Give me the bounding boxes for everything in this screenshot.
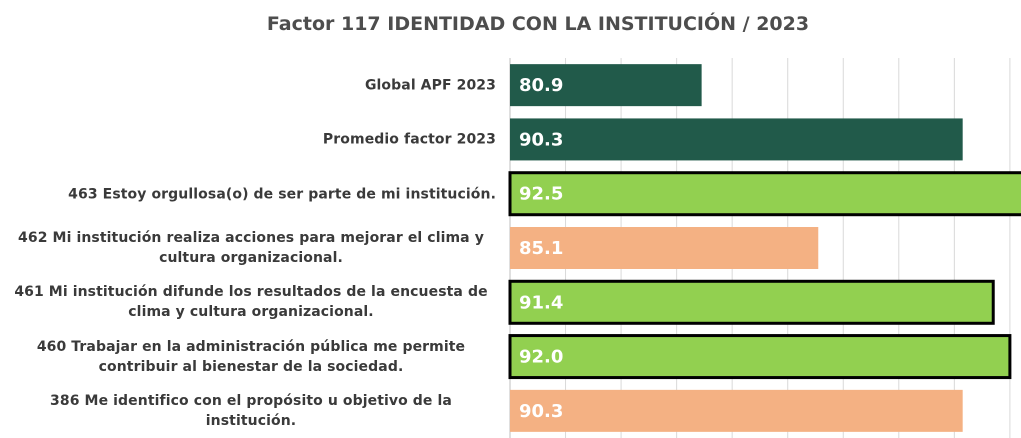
category-label-box: 386 Me identifico con el propósito u obj… xyxy=(0,391,496,431)
category-label-box: Promedio factor 2023 xyxy=(0,129,496,150)
category-label: 460 Trabajar en la administración públic… xyxy=(36,338,466,375)
value-label: 90.3 xyxy=(519,129,563,150)
category-label: 463 Estoy orgullosa(o) de ser parte de m… xyxy=(68,186,496,203)
category-label: Promedio factor 2023 xyxy=(322,131,496,148)
category-label-box: 463 Estoy orgullosa(o) de ser parte de m… xyxy=(0,183,496,204)
category-label-box: 462 Mi institución realiza acciones para… xyxy=(0,228,496,268)
value-label: 91.4 xyxy=(519,292,563,313)
bar xyxy=(510,64,702,107)
bar xyxy=(510,227,819,269)
category-label: Global APF 2023 xyxy=(364,77,496,94)
category-label: 461 Mi institución difunde los resultado… xyxy=(14,284,488,321)
category-label-box: 460 Trabajar en la administración públic… xyxy=(0,337,496,377)
value-label: 90.3 xyxy=(519,401,563,422)
value-label: 80.9 xyxy=(519,75,563,96)
chart-title: Factor 117 IDENTIDAD CON LA INSTITUCIÓN … xyxy=(267,11,809,35)
bar xyxy=(510,389,963,432)
category-label: 462 Mi institución realiza acciones para… xyxy=(18,230,484,266)
value-label: 92.5 xyxy=(519,184,563,205)
bar xyxy=(510,118,963,161)
bar xyxy=(508,279,995,325)
bar xyxy=(508,171,1021,217)
bar xyxy=(508,334,1012,380)
value-label: 85.1 xyxy=(519,238,563,259)
category-label-box: 461 Mi institución difunde los resultado… xyxy=(0,282,496,322)
value-label: 92.0 xyxy=(519,347,563,368)
category-label-box: Global APF 2023 xyxy=(0,75,496,96)
category-label: 386 Me identifico con el propósito u obj… xyxy=(50,392,452,429)
